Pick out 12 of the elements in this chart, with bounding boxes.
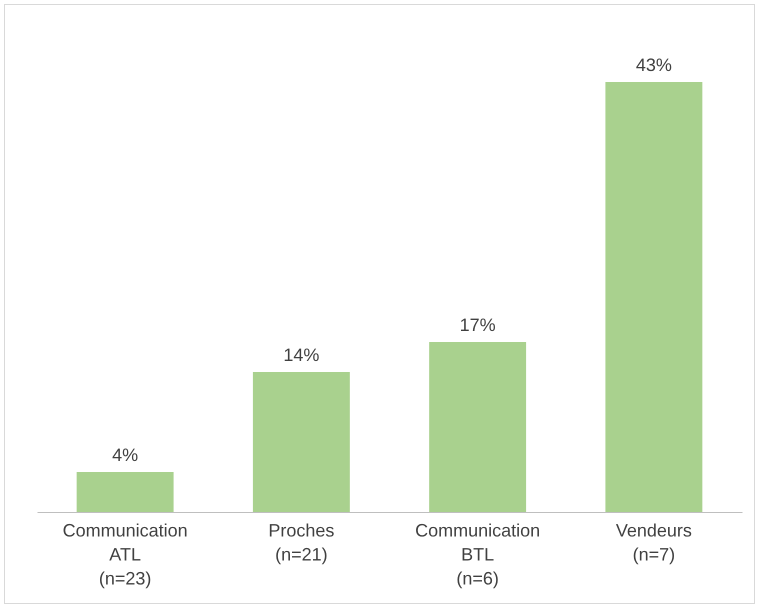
data-label: 17% — [460, 315, 496, 335]
data-label: 4% — [112, 445, 138, 465]
x-tick-label: Proches (n=21) — [268, 520, 334, 564]
x-tick-label: Communication ATL (n=23) — [62, 520, 188, 588]
x-tick-label: Vendeurs (n=7) — [616, 520, 692, 564]
data-label: 14% — [283, 345, 320, 365]
bar — [252, 372, 350, 512]
bar — [605, 82, 702, 512]
x-tick-label: Communication BTL (n=6) — [415, 520, 540, 588]
bar — [429, 342, 526, 512]
data-label: 43% — [636, 55, 672, 75]
bar — [76, 472, 174, 512]
